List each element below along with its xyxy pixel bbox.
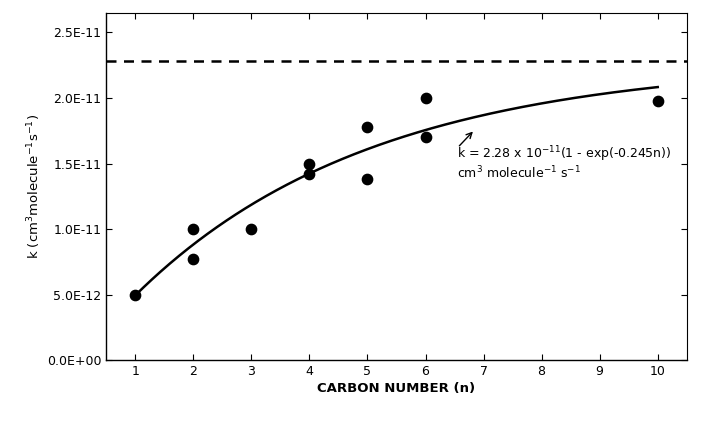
Point (130, 291, 141, 298)
Point (420, 95, 431, 101)
X-axis label: CARBON NUMBER (n): CARBON NUMBER (n) (317, 382, 476, 396)
Point (188, 256, 199, 263)
Point (362, 176, 373, 183)
Point (420, 134, 431, 141)
Point (362, 123, 373, 130)
Point (246, 226, 257, 233)
Point (304, 160, 315, 167)
Text: cm$^3$ molecule$^{-1}$ s$^{-1}$: cm$^3$ molecule$^{-1}$ s$^{-1}$ (457, 165, 581, 181)
Point (188, 226, 199, 233)
Text: k = 2.28 x 10$^{-11}$(1 - exp(-0.245n)): k = 2.28 x 10$^{-11}$(1 - exp(-0.245n)) (457, 145, 672, 164)
Point (304, 171, 315, 178)
Y-axis label: k (cm$^3$molecule$^{-1}$s$^{-1}$): k (cm$^3$molecule$^{-1}$s$^{-1}$) (25, 114, 42, 259)
Point (652, 97, 663, 104)
